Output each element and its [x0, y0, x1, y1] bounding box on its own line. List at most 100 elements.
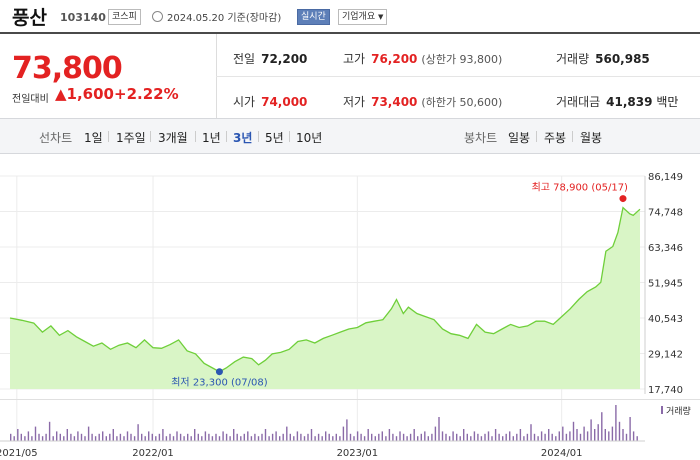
volume-bar: [116, 436, 118, 441]
volume-bar: [215, 433, 217, 441]
volume-bar: [597, 424, 599, 441]
volume-bar: [240, 436, 242, 441]
metric-open: 시가 74,000: [233, 93, 307, 110]
y-tick-label: 63,346: [648, 243, 683, 254]
volume-bar: [381, 431, 383, 441]
volume-bar: [594, 429, 596, 441]
volume-bar: [194, 429, 196, 441]
volume-bar: [608, 431, 610, 441]
volume-bar: [268, 436, 270, 441]
divider: [572, 131, 573, 142]
volume-bar: [211, 436, 214, 441]
volume-bar: [494, 429, 497, 441]
candle-monthly[interactable]: 월봉: [580, 131, 603, 145]
volume-bar: [434, 426, 437, 441]
volume-bar: [102, 431, 104, 441]
high-value: 76,200: [371, 52, 418, 66]
volume-bar: [66, 429, 68, 441]
period-1w[interactable]: 1주일: [116, 131, 146, 145]
volume-bar: [70, 433, 72, 441]
trade-value-label: 거래대금: [556, 95, 601, 109]
lower-limit: (하한가 50,600): [421, 96, 503, 109]
volume-bar: [151, 433, 153, 441]
volume-bar: [363, 436, 366, 441]
period-1y[interactable]: 1년: [202, 131, 221, 145]
period-10y[interactable]: 10년: [296, 131, 323, 145]
period-1d[interactable]: 1일: [84, 131, 103, 145]
volume-bar: [392, 433, 394, 441]
volume-bar: [56, 431, 58, 441]
volume-bar: [569, 431, 571, 441]
volume-bar: [190, 436, 192, 441]
volume-bar: [342, 426, 345, 441]
volume-bar: [176, 431, 178, 441]
volume-bar: [470, 436, 472, 441]
clock-icon: [152, 11, 163, 22]
metrics-divider: [216, 76, 700, 77]
volume-bar: [293, 436, 295, 441]
volume-bar: [374, 436, 376, 441]
volume-bar: [10, 433, 12, 441]
change-percent: +2.22%: [114, 85, 179, 103]
volume-bar: [406, 436, 408, 441]
volume-bar: [165, 436, 168, 441]
volume-bar: [279, 436, 281, 441]
candle-daily[interactable]: 일봉: [508, 131, 531, 145]
low-label: 최저 23,300 (07/08): [171, 377, 267, 389]
price-chart: 86,149 74,748 63,346 51,945 40,543 29,142 17,7…: [0, 172, 700, 459]
divider: [195, 131, 196, 142]
trade-value-value: 41,839: [606, 95, 653, 109]
volume-bar: [172, 436, 175, 441]
volume-bar: [438, 417, 440, 441]
volume-bar: [201, 436, 203, 441]
period-5y[interactable]: 5년: [265, 131, 284, 145]
volume-bar: [31, 436, 33, 441]
volume-bar: [328, 433, 330, 441]
volume-bar: [427, 436, 429, 441]
x-tick-label: 2024/01: [541, 448, 583, 459]
volume-bar: [73, 436, 76, 441]
volume-bar: [247, 431, 249, 441]
trade-value-unit: 백만: [656, 95, 679, 109]
volume-bar: [420, 433, 422, 441]
volume-bar: [466, 433, 468, 441]
volume-bar: [13, 436, 15, 441]
volume-bar: [601, 412, 603, 441]
period-3y[interactable]: 3년: [233, 131, 253, 145]
volume-bar: [445, 433, 447, 441]
volume-bar: [109, 433, 111, 441]
volume-bar: [509, 431, 511, 441]
company-info-dropdown[interactable]: 기업개요 ▼: [338, 9, 388, 25]
volume-bar: [303, 436, 306, 441]
period-3m[interactable]: 3개월: [158, 131, 188, 145]
volume-bar: [360, 433, 362, 441]
volume-bar: [615, 405, 617, 441]
volume-bar: [236, 433, 238, 441]
volume-bar: [622, 429, 624, 441]
volume-bar: [558, 431, 560, 441]
volume-bar: [491, 436, 493, 441]
volume-bar: [282, 433, 284, 441]
header-divider: [0, 32, 700, 34]
volume-bar: [409, 433, 412, 441]
volume-bar: [526, 433, 529, 441]
volume-bar: [456, 433, 458, 441]
volume-bar: [583, 426, 585, 441]
volume-bar: [548, 429, 550, 441]
realtime-button[interactable]: 실시간: [297, 9, 330, 25]
volume-bar: [452, 431, 454, 441]
volume-bar: [544, 433, 546, 441]
divider: [289, 131, 290, 142]
y-tick-label: 86,149: [648, 172, 683, 183]
volume-bar: [367, 429, 369, 441]
volume-bar: [579, 433, 582, 441]
volume-bar: [130, 433, 132, 441]
volume-bar: [17, 429, 19, 441]
volume-bar: [417, 436, 419, 441]
candle-weekly[interactable]: 주봉: [544, 131, 567, 145]
low-label: 저가: [343, 95, 366, 109]
volume-bar: [448, 436, 451, 441]
x-tick-label: 2023/01: [337, 448, 379, 459]
stock-code: 103140: [60, 11, 106, 24]
volume-bar: [141, 433, 143, 441]
